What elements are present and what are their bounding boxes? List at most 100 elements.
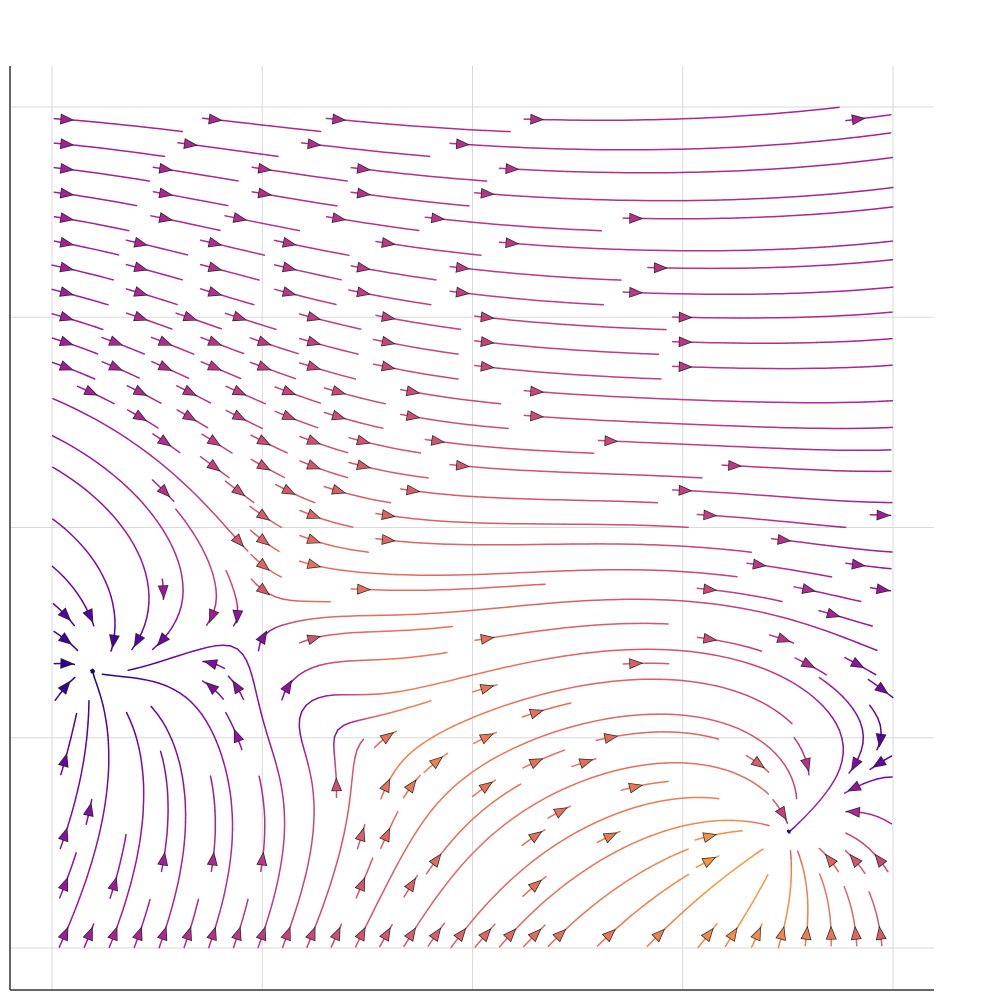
streamline-segment <box>797 743 803 752</box>
streamline-segment <box>474 424 484 427</box>
streamline-segment <box>526 370 536 373</box>
streamline-segment <box>342 524 352 528</box>
streamline-segment <box>280 783 284 793</box>
stream-arrow <box>280 679 293 695</box>
streamline-segment <box>858 261 868 264</box>
streamline-segment <box>393 226 403 229</box>
streamline-segment <box>886 206 894 209</box>
streamline-segment <box>820 574 830 578</box>
streamline-segment <box>725 687 734 692</box>
streamline-segment <box>98 690 102 700</box>
streamline-segment <box>452 494 462 497</box>
streamline-segment <box>833 864 840 873</box>
streamline-segment <box>250 578 258 586</box>
streamline-segment <box>836 263 846 266</box>
streamline-segment <box>818 609 828 614</box>
streamline-segment <box>515 868 524 876</box>
streamline-segment <box>80 271 90 275</box>
streamline-segment <box>827 710 834 719</box>
streamline-segment <box>393 764 400 773</box>
streamline-segment <box>758 666 767 671</box>
streamline-segment <box>207 146 217 149</box>
streamline-segment <box>168 327 173 330</box>
streamline-segment <box>236 298 245 303</box>
streamline-segment <box>100 502 108 510</box>
streamline-segment <box>301 881 305 891</box>
streamline-segment <box>249 529 258 536</box>
streamline-segment <box>530 694 540 699</box>
streamline-segment <box>785 617 795 622</box>
streamline-segment <box>413 154 423 157</box>
streamline-segment <box>285 374 294 379</box>
streamline-segment <box>220 754 225 763</box>
streamline-segment <box>412 246 422 249</box>
streamline-segment <box>419 322 429 326</box>
streamline-segment <box>150 454 158 461</box>
stream-arrow <box>206 434 222 447</box>
streamline-segment <box>549 372 559 375</box>
streamline-segment <box>149 661 159 666</box>
streamline-segment <box>780 111 790 114</box>
streamline-segment <box>455 865 462 873</box>
streamline-segment <box>535 798 544 805</box>
streamline-segment <box>556 627 566 630</box>
streamline-segment <box>493 731 498 735</box>
streamline-segment <box>74 852 77 857</box>
streamline-segment <box>408 687 418 691</box>
streamline-segment <box>519 661 528 665</box>
streamline-segment <box>291 228 301 232</box>
streamline-segment <box>634 764 644 768</box>
streamline-segment <box>333 251 343 255</box>
streamline-segment <box>169 301 178 306</box>
stream-arrow <box>851 114 866 126</box>
streamline-segment <box>112 252 120 256</box>
streamline-segment <box>511 194 521 197</box>
stream-arrow <box>381 533 396 545</box>
streamline-segment <box>884 240 894 243</box>
streamline-segment <box>692 546 702 549</box>
streamline-segment <box>515 225 525 228</box>
streamline-segment <box>438 651 448 655</box>
streamline-segment <box>679 875 688 881</box>
streamline-segment <box>303 199 313 203</box>
streamline-segment <box>706 653 716 656</box>
streamline-segment <box>768 634 778 638</box>
streamline-segment <box>225 569 230 579</box>
streamline-segment <box>296 896 301 906</box>
streamline-segment <box>779 520 789 523</box>
streamline-segment <box>582 683 592 687</box>
streamline-segment <box>303 245 313 249</box>
streamline-segment <box>841 752 844 762</box>
stream-arrow <box>480 311 495 323</box>
streamline-segment <box>342 375 352 379</box>
streamline-segment <box>298 725 301 735</box>
streamline-segment <box>450 940 457 949</box>
streamline-segment <box>66 404 75 409</box>
streamline-segment <box>325 301 335 305</box>
streamline-segment <box>566 725 576 729</box>
streamline-segment <box>57 570 65 578</box>
stream-arrow <box>132 926 143 942</box>
streamline-segment <box>742 114 752 117</box>
streamline-segment <box>797 141 807 144</box>
streamline-segment <box>87 298 97 302</box>
streamline-segment <box>325 694 335 697</box>
streamline-segment <box>519 344 529 348</box>
stream-arrow <box>428 756 444 770</box>
streamline-segment <box>400 227 410 230</box>
streamline-segment <box>382 402 387 405</box>
streamline-segment <box>335 545 345 549</box>
stream-arrow <box>82 802 94 817</box>
streamline-segment <box>779 758 786 767</box>
streamline-segment <box>385 445 394 449</box>
streamline-segment <box>861 339 871 342</box>
streamline-segment <box>373 741 381 749</box>
streamline-segment <box>147 508 154 516</box>
streamline-segment <box>85 737 88 747</box>
streamline-segment <box>818 676 827 683</box>
streamline-segment <box>80 321 90 326</box>
streamline-segment <box>710 684 720 688</box>
streamline-segment <box>467 423 477 427</box>
streamline-segment <box>860 742 864 752</box>
stream-arrow <box>678 361 693 373</box>
